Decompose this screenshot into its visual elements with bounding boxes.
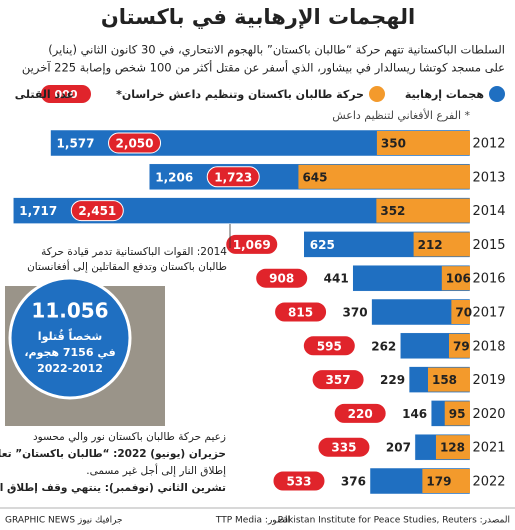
- photo-credit: الصور: TTP Media: [215, 516, 290, 526]
- data-label: 908: [269, 272, 294, 286]
- y-tick-label: 2021: [472, 441, 505, 456]
- y-tick-label: 2012: [472, 137, 505, 152]
- bar: [298, 164, 470, 189]
- y-tick-label: 2018: [472, 339, 505, 354]
- data-label: 106: [446, 272, 471, 286]
- data-label: 207: [386, 441, 411, 455]
- bar: [272, 470, 326, 492]
- bar: [444, 401, 470, 426]
- data-label: 533: [286, 475, 311, 489]
- bar: [448, 333, 470, 358]
- data-label: 350: [381, 137, 406, 151]
- data-label: 212: [418, 238, 443, 252]
- bar: [435, 435, 470, 460]
- bar: [333, 402, 387, 424]
- bar: [376, 131, 470, 155]
- highlight-text: في 7156 هجوم،: [24, 346, 115, 359]
- data-label: 441: [324, 272, 349, 286]
- data-label: 146: [402, 407, 427, 421]
- data-label: 220: [348, 407, 373, 421]
- annotation: طالبان باكستان وتدفع المقاتلين إلى أفغان…: [27, 259, 227, 273]
- bar: [413, 232, 470, 257]
- annotation: 2014: القوات الباكستانية تدمر قيادة حركة: [41, 246, 227, 258]
- y-tick-label: 2020: [472, 407, 505, 422]
- bar: [441, 266, 470, 291]
- data-label: 1,717: [19, 204, 57, 218]
- legend-sample: 000: [55, 88, 78, 101]
- data-label: 128: [440, 441, 465, 455]
- bar: [427, 367, 470, 392]
- data-label: 158: [432, 373, 457, 387]
- data-label: 595: [317, 339, 342, 353]
- data-label: 352: [380, 204, 405, 218]
- data-label: 376: [341, 475, 366, 489]
- data-label: 262: [371, 339, 396, 353]
- legend-label: هجمات إرهابية: [405, 88, 484, 101]
- bar: [255, 267, 309, 289]
- y-tick-label: 2022: [472, 475, 505, 490]
- bar: [274, 301, 328, 323]
- data-label: 70: [455, 306, 472, 320]
- bar: [451, 300, 470, 324]
- y-tick-label: 2015: [472, 238, 505, 253]
- y-tick-label: 2014: [472, 204, 505, 219]
- highlight-circle: [8, 276, 132, 400]
- data-label: 370: [343, 306, 368, 320]
- bar: [376, 198, 470, 223]
- bar: [317, 436, 371, 458]
- data-label: 357: [326, 373, 351, 387]
- credit: GRAPHIC NEWS جرافيك نيوز: [5, 516, 123, 526]
- data-label: 179: [426, 475, 451, 489]
- data-label: 625: [310, 238, 335, 252]
- y-tick-label: 2019: [472, 373, 505, 388]
- y-tick-label: 2016: [472, 272, 505, 287]
- data-label: 2,050: [116, 137, 154, 151]
- bar: [108, 132, 162, 154]
- data-label: 335: [331, 441, 356, 455]
- data-label: 229: [380, 373, 405, 387]
- subtitle: السلطات الباكستانية تتهم حركة “طالبان با…: [48, 43, 505, 58]
- data-label: 1,723: [214, 170, 252, 184]
- chart-title: الهجمات الإرهابية في باكستان: [101, 5, 415, 29]
- bar: [311, 369, 365, 391]
- bar: [422, 469, 470, 493]
- subtitle: على مسجد كوتشا ريسالدار في بيشاور، الذي …: [22, 60, 505, 76]
- data-label: 645: [302, 170, 327, 184]
- bar: [70, 200, 124, 222]
- caption: تشرين الثاني (نوفمبر): ينتهي وقف إطلاق ا…: [0, 482, 226, 494]
- y-tick-label: 2017: [472, 306, 505, 321]
- data-label: 1,577: [57, 137, 95, 151]
- bar: [302, 335, 356, 357]
- caption: إطلاق النار إلى أجل غير مسمى.: [86, 463, 226, 477]
- data-label: 79: [453, 339, 470, 353]
- y-tick-label: 2013: [472, 170, 505, 185]
- data-label: 1,069: [233, 238, 271, 252]
- data-label: 95: [449, 407, 466, 421]
- caption: حزيران (يونيو) 2022: “طالبان باكستان” تع…: [0, 448, 226, 460]
- legend-swatch: [489, 86, 505, 102]
- bar: [225, 233, 279, 255]
- highlight-number: 11.056: [31, 299, 108, 323]
- data-label: 2,451: [78, 204, 116, 218]
- footnote: * الفرع الأفغاني لتنظيم داعش: [332, 108, 470, 122]
- caption: زعيم حركة طالبان باكستان نور والي محسود: [33, 431, 226, 443]
- legend-label: حركة طالبان باكستان وتنظيم داعش خراسان*: [116, 88, 364, 101]
- bar: [206, 166, 260, 188]
- legend-swatch: [41, 85, 91, 103]
- highlight-text: 2022-2012: [37, 362, 103, 375]
- data-label: 815: [288, 306, 313, 320]
- source: المصدر: Pakistan Institute for Peace Stu…: [278, 516, 510, 526]
- highlight-text: شخصاً قُتلوا: [38, 328, 102, 343]
- data-label: 1,206: [155, 170, 193, 184]
- legend-label: عدد القتلى: [15, 88, 74, 101]
- legend-swatch: [369, 86, 385, 102]
